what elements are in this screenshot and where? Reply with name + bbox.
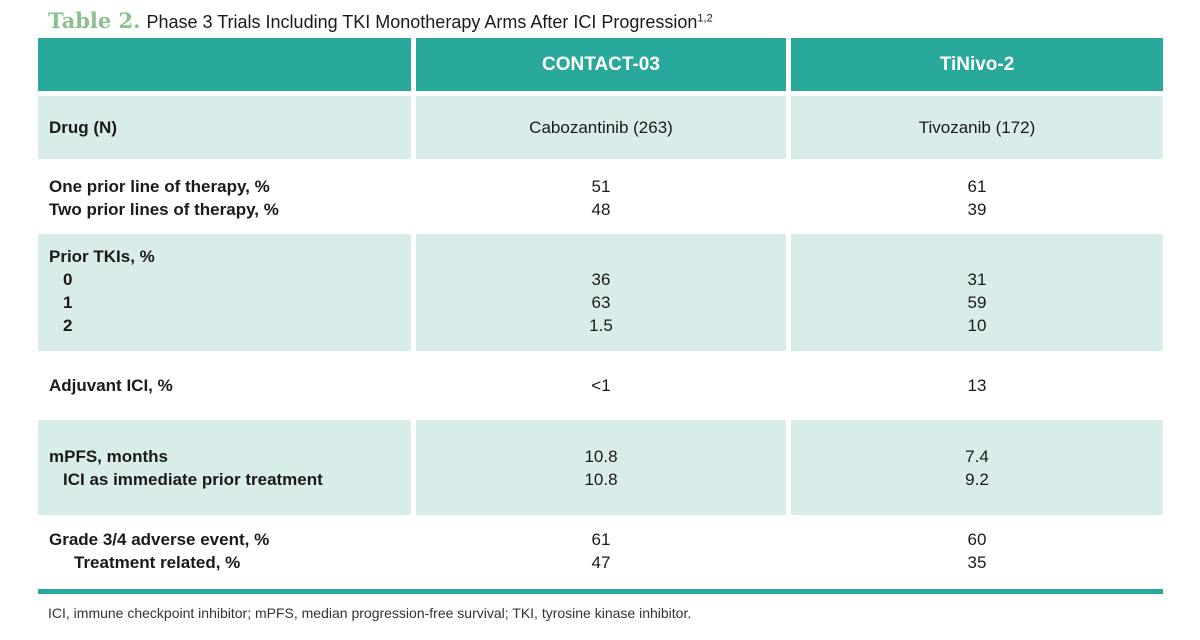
table-row-grade-3-4: Grade 3/4 adverse event, % Treatment rel… [38,516,1163,586]
table-footnote: ICI, immune checkpoint inhibitor; mPFS, … [48,605,692,621]
cell-value: 48 [591,200,611,219]
row-sublabel: ICI as immediate prior treatment [63,470,323,489]
reference-superscript: 1,2 [697,12,713,25]
header-contact-03: CONTACT-03 [416,38,786,91]
table-row-prior-lines: One prior line of therapy, % Two prior l… [38,164,1163,233]
cell-value: 31 [967,270,987,289]
table-header-row: CONTACT-03 TiNivo-2 [38,38,1163,91]
row-label: Drug (N) [49,118,117,137]
cell-value: 13 [967,376,987,395]
cell-value: 9.2 [965,470,989,489]
row-sublabel: 0 [63,270,73,289]
table-row-adjuvant-ici: Adjuvant ICI, % <1 13 [38,351,1163,420]
table-title: Table 2. Phase 3 Trials Including TKI Mon… [48,8,713,36]
cell-value: 36 [591,270,611,289]
table-number: Table 2. [48,8,141,33]
table-row-drug: Drug (N) Cabozantinib (263) Tivozanib (1… [38,96,1163,159]
cell-value: 51 [591,177,611,196]
row-label: Two prior lines of therapy, % [49,200,279,219]
cell-value: 61 [591,530,611,549]
cell-value: 60 [967,530,987,549]
cell-value: 10.8 [584,470,618,489]
cell-value: <1 [591,376,611,395]
cell-value: 59 [967,293,987,312]
header-tinivo-2: TiNivo-2 [791,38,1163,91]
cell-value: 1.5 [589,316,613,335]
table-row-prior-tkis: Prior TKIs, % 0 1 2 36 63 1.5 31 59 10 [38,234,1163,351]
cell-value: 7.4 [965,447,989,466]
row-label: Prior TKIs, % [49,247,155,266]
cell-value: 47 [591,553,611,572]
table-bottom-rule [38,589,1163,594]
row-label: Grade 3/4 adverse event, % [49,530,270,549]
table-caption: Phase 3 Trials Including TKI Monotherapy… [146,12,698,32]
cell-value: 61 [967,177,987,196]
row-sublabel: Treatment related, % [74,553,241,572]
row-label: mPFS, months [49,447,169,466]
row-sublabel: 2 [63,316,73,335]
cell-value: 63 [591,293,611,312]
cell-value: Cabozantinib (263) [529,118,673,137]
cell-value: 39 [967,200,987,219]
cell-value: 10 [967,316,987,335]
row-sublabel: 1 [63,293,73,312]
header-empty-cell [38,38,411,91]
table-row-mpfs: mPFS, months ICI as immediate prior trea… [38,420,1163,515]
cell-value: 35 [967,553,987,572]
cell-value: Tivozanib (172) [918,118,1036,137]
row-label: Adjuvant ICI, % [49,376,173,395]
cell-value: 10.8 [584,447,618,466]
row-label: One prior line of therapy, % [49,177,270,196]
